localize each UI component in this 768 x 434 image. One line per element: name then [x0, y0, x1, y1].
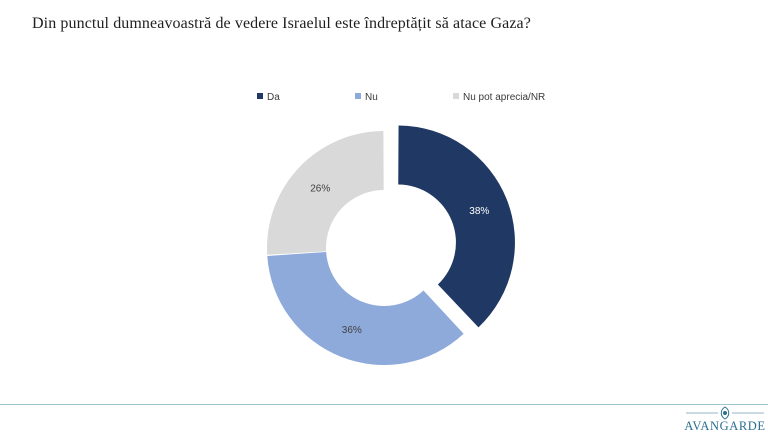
- logo-emblem-icon: [686, 406, 764, 420]
- chart-title: Din punctul dumneavoastră de vedere Isra…: [32, 15, 531, 32]
- brand-logo: AVANGARDE: [682, 405, 768, 434]
- data-label-nu: 36%: [342, 325, 362, 336]
- legend-item-nu-pot-aprecia: Nu pot aprecia/NR: [453, 92, 545, 103]
- legend-label-nu-pot-aprecia: Nu pot aprecia/NR: [463, 92, 546, 103]
- data-label-nu-pot-aprecia-nr: 26%: [310, 184, 330, 195]
- donut-slice-nu: [267, 251, 464, 366]
- chart-legend: Da Nu Nu pot aprecia/NR: [0, 92, 768, 106]
- footer-divider: [0, 404, 768, 405]
- legend-label-da: Da: [267, 92, 280, 103]
- data-label-da: 38%: [469, 206, 489, 217]
- legend-label-nu: Nu: [365, 92, 378, 103]
- legend-item-da: Da: [257, 92, 280, 103]
- legend-item-nu: Nu: [355, 92, 378, 103]
- legend-swatch-da: [257, 93, 263, 99]
- donut-slice-da: [398, 125, 515, 328]
- legend-swatch-nu-pot-aprecia: [453, 93, 459, 99]
- legend-swatch-nu: [355, 93, 361, 99]
- donut-slice-nu-pot-aprecia-nr: [266, 131, 384, 255]
- logo-text: AVANGARDE: [684, 419, 766, 433]
